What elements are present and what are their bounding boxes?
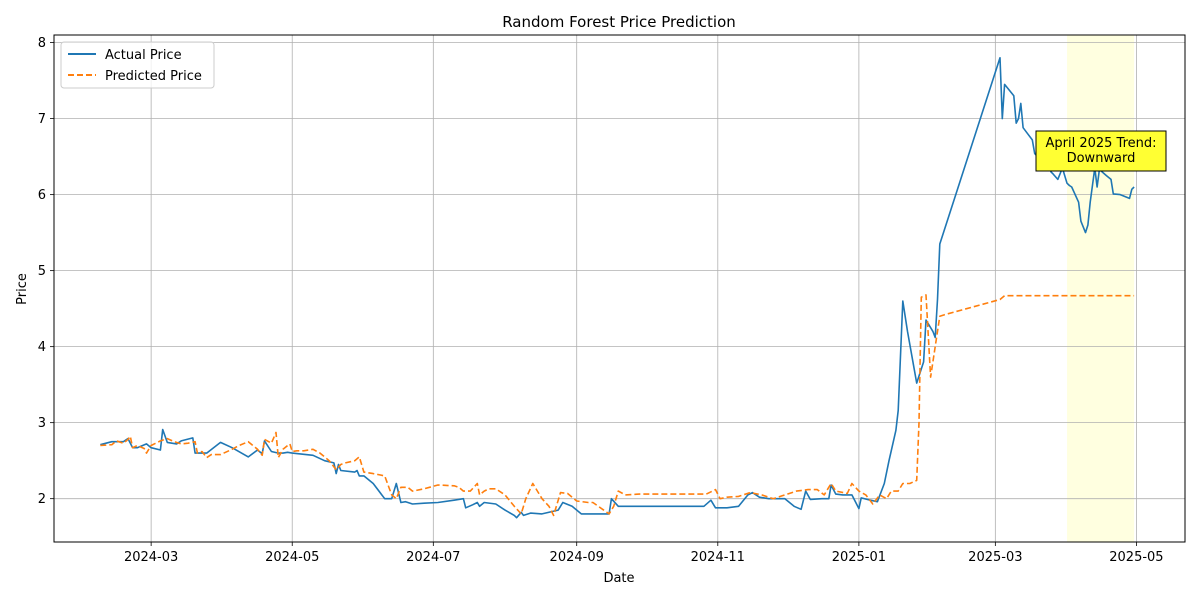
highlight-span: [1067, 35, 1135, 542]
y-tick-label: 7: [38, 112, 46, 127]
x-tick-label: 2024-09: [550, 550, 604, 565]
y-axis-label: Price: [15, 273, 30, 305]
x-tick-label: 2024-07: [406, 550, 460, 565]
trend-annotation: April 2025 Trend: Downward: [1035, 130, 1167, 172]
x-tick-label: 2024-05: [265, 550, 319, 565]
plot-frame: [53, 34, 1186, 543]
legend: Actual Price Predicted Price: [60, 41, 215, 89]
x-tick-label: 2025-05: [1109, 550, 1163, 565]
y-tick-label: 3: [38, 416, 46, 431]
x-axis: 2024-03 2024-05 2024-07 2024-09 2024-11 2025-…: [124, 542, 1164, 565]
y-tick-label: 4: [38, 340, 46, 355]
legend-predicted-label: Predicted Price: [105, 69, 202, 84]
x-tick-label: 2025-03: [968, 550, 1022, 565]
y-tick-label: 6: [38, 188, 46, 203]
legend-actual-label: Actual Price: [105, 48, 182, 63]
predicted-price-line: [100, 294, 1135, 517]
x-axis-label: Date: [603, 571, 634, 586]
y-tick-label: 8: [38, 36, 46, 51]
y-tick-label: 2: [38, 492, 46, 507]
y-axis: 2 3 4 5 6 7 8: [38, 36, 54, 507]
annotation-line-1: April 2025 Trend:: [1045, 136, 1156, 151]
chart-title: Random Forest Price Prediction: [502, 13, 736, 31]
x-tick-label: 2025-01: [832, 550, 886, 565]
annotation-line-2: Downward: [1067, 151, 1136, 166]
grid-lines: [54, 35, 1185, 542]
x-tick-label: 2024-11: [691, 550, 745, 565]
y-tick-label: 5: [38, 264, 46, 279]
legend-box: [60, 41, 215, 89]
annotation-box: [1035, 130, 1167, 172]
x-tick-label: 2024-03: [124, 550, 178, 565]
